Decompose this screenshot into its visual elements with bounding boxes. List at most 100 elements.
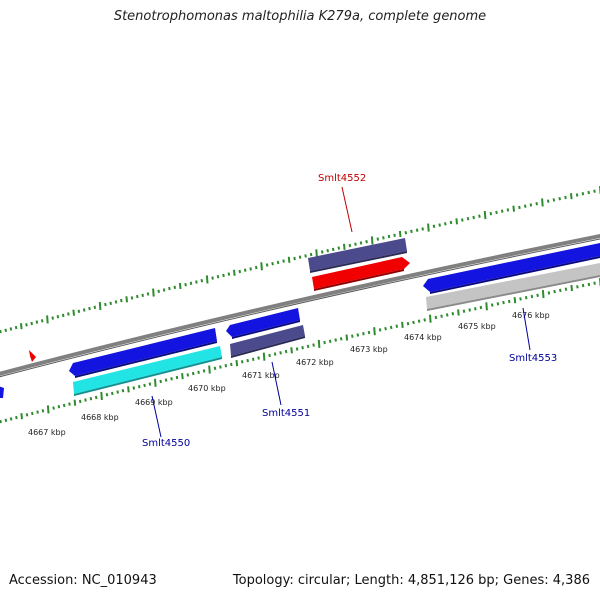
scale-tick [290,347,293,354]
scale-tick [564,287,568,291]
gene-label-smlt4551[interactable]: Smlt4551 [262,408,310,419]
gene-label-smlt4553[interactable]: Smlt4553 [509,353,557,364]
scale-tick [395,324,399,328]
scale-tick [148,382,152,386]
kbp-label: 4676 kbp [512,311,550,320]
scale-tick [478,214,481,218]
small-red-feature[interactable] [29,350,36,362]
scale-tick [46,315,49,324]
scale-tick [137,385,141,389]
scale-tick [536,293,539,297]
scale-tick [36,410,39,414]
scale-tick [68,402,71,406]
scale-tick [558,197,561,201]
scale-tick [362,332,365,336]
kbp-label: 4675 kbp [458,322,496,331]
scale-tick [78,399,82,404]
scale-tick [427,223,430,232]
gene-smlt4552-upper[interactable] [308,238,407,273]
scale-tick [287,256,291,263]
scale-tick [518,205,521,210]
scale-tick [293,256,296,261]
scale-tick [434,315,438,320]
scale-tick [323,340,326,345]
scale-tick [9,417,13,421]
gene-smlt4551[interactable] [230,325,305,358]
scale-tick [93,305,97,309]
scale-tick [449,220,453,225]
scale-tick [468,308,471,312]
scale-tick [581,192,585,196]
leader-line-smlt4550 [151,395,162,438]
scale-tick [72,309,75,316]
map-title: Stenotrophomonas maltophilia K279a, comp… [113,9,487,24]
scale-tick [186,373,190,377]
scale-tick [359,241,363,245]
accession-text: Accession: NC_010943 [9,573,157,588]
gene-smlt4552[interactable] [312,257,410,291]
scale-tick [445,313,449,317]
scale-tick [298,255,302,259]
scale-tick [345,334,349,341]
scale-tick [524,296,528,300]
scale-tick [440,314,443,318]
scale-tick [382,236,385,240]
scale-tick [130,296,134,300]
gene-smlt4553-top[interactable] [423,243,600,294]
scale-tick [309,252,313,257]
scale-tick [472,215,475,220]
gene-smlt4553[interactable] [426,263,600,311]
gene-smlt4551-top[interactable] [226,308,300,339]
scale-tick [546,199,550,203]
scale-tick [356,333,360,337]
scale-tick [490,303,494,307]
scale-tick [273,352,277,356]
scale-tick [56,315,60,319]
scale-tick [351,334,354,338]
scale-tick [406,322,410,326]
scale-tick [593,189,596,193]
scale-tick [587,282,591,287]
kbp-label: 4674 kbp [404,333,442,342]
scale-tick [496,302,500,306]
scale-tick [378,328,382,332]
scale-tick [195,280,198,284]
scale-tick [202,369,206,373]
scale-tick [282,259,285,263]
scale-tick [276,260,280,265]
scale-tick [25,323,28,327]
scale-tick [326,249,329,253]
scale-tick [46,405,50,414]
scale-tick [205,275,209,284]
scale-tick [170,377,173,381]
scale-tick [474,307,477,311]
gene-smlt4550[interactable] [73,346,222,396]
scale-tick [111,391,114,396]
scale-tick [208,365,211,374]
scale-tick [143,383,146,388]
scale-tick [4,328,7,332]
scale-tick [348,243,352,248]
gene-label-smlt4552[interactable]: Smlt4552 [318,173,366,184]
scale-tick [265,263,269,267]
scale-tick [0,329,2,334]
scale-tick [125,296,128,303]
scale-tick [127,386,130,393]
lower-tick-row [0,278,600,424]
scale-tick [489,212,493,216]
scale-tick [304,254,307,258]
scale-tick [181,373,184,380]
gene-left-edge[interactable] [0,385,4,398]
scale-tick [162,288,166,292]
scale-tick [365,240,368,244]
scale-tick [564,195,567,200]
scale-tick [88,306,91,311]
gene-label-smlt4550[interactable]: Smlt4550 [142,438,190,449]
scale-tick [141,293,144,297]
scale-tick [84,398,87,402]
scale-tick [178,282,182,290]
scale-tick [410,229,413,234]
gene-smlt4550-top[interactable] [69,328,217,378]
scale-tick [52,406,55,410]
